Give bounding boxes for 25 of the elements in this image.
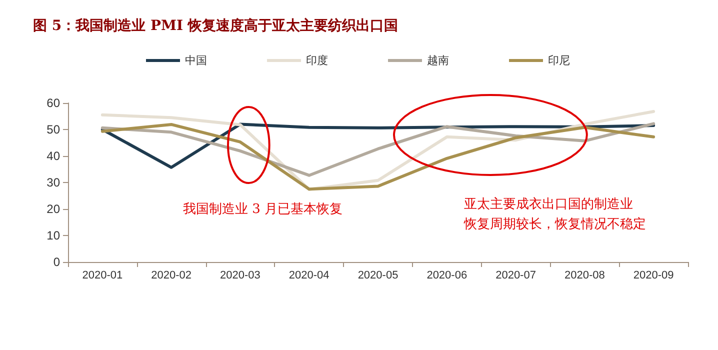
y-tick-label: 0 (53, 255, 60, 269)
x-tick-label: 2020-04 (288, 270, 330, 282)
x-tick-label: 2020-01 (82, 270, 123, 282)
y-tick-label: 10 (46, 228, 60, 242)
annotation: 恢复周期较长，恢复情况不稳定 (463, 217, 646, 232)
y-tick-label: 20 (46, 202, 60, 216)
x-tick-label: 2020-09 (633, 270, 674, 282)
y-tick-label: 40 (46, 149, 60, 163)
legend-label: 印尼 (548, 54, 570, 67)
x-tick-label: 2020-05 (358, 270, 398, 282)
legend-label: 越南 (427, 54, 449, 67)
y-tick-label: 30 (46, 176, 60, 190)
chart-title: 图 5：我国制造业 PMI 恢复速度高于亚太主要纺织出口国 (33, 17, 398, 34)
annotation: 亚太主要成衣出口国的制造业 (464, 196, 633, 212)
x-tick-label: 2020-08 (564, 270, 605, 282)
x-tick-label: 2020-03 (220, 270, 260, 282)
y-tick-label: 50 (46, 122, 60, 136)
x-tick-label: 2020-06 (426, 270, 468, 282)
line-series (100, 122, 656, 191)
x-tick-label: 2020-02 (151, 270, 192, 282)
y-tick-label: 60 (46, 96, 60, 110)
legend-label: 中国 (185, 54, 207, 67)
x-tick-label: 2020-07 (496, 270, 536, 282)
annotation: 我国制造业 3 月已基本恢复 (183, 202, 343, 217)
legend-label: 印度 (306, 54, 328, 67)
